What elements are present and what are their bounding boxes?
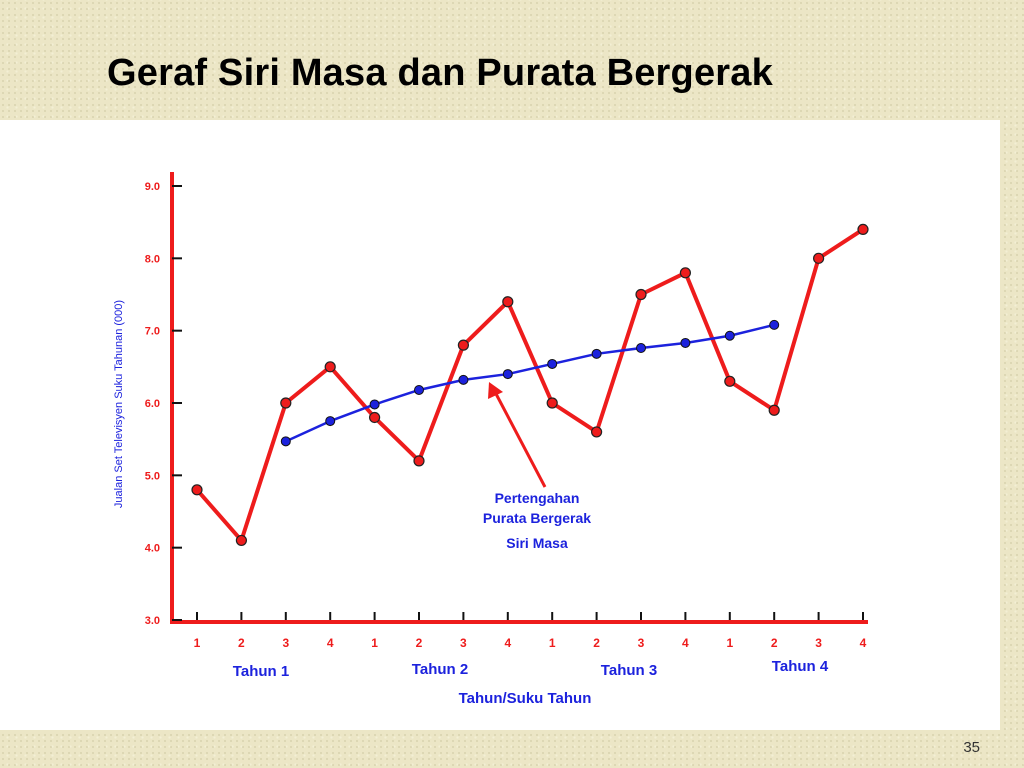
y-tick-label: 4.0 [145, 543, 160, 555]
page-number: 35 [963, 739, 980, 756]
time-series-point [235, 534, 247, 547]
moving-average-point [636, 343, 646, 354]
annotation-arrow-head [488, 382, 503, 399]
annotation-text: Siri Masa [506, 535, 568, 551]
moving-average-point [369, 399, 380, 410]
moving-average-point [591, 348, 602, 359]
annotation-text: Pertengahan [495, 490, 580, 506]
slide-title: Geraf Siri Masa dan Purata Bergerak [107, 52, 773, 94]
x-tick-label: 4 [327, 636, 334, 650]
x-tick-label: 4 [860, 636, 867, 650]
time-series-point [457, 339, 469, 351]
time-series-line [195, 227, 865, 543]
time-series-point [635, 288, 647, 301]
annotation-arrow-shaft [492, 389, 547, 488]
moving-average-point [325, 416, 336, 427]
y-tick-label: 5.0 [145, 470, 160, 482]
time-series-point [724, 375, 736, 387]
time-series-point [812, 252, 825, 264]
time-series-point [590, 426, 603, 438]
time-series-point [324, 361, 336, 373]
x-tick-label: 1 [371, 636, 378, 650]
time-series-point [679, 267, 692, 279]
y-tick-label: 7.0 [145, 326, 160, 338]
y-tick-label: 9.0 [145, 181, 160, 193]
x-tick-label: 2 [416, 636, 423, 650]
moving-average-point [680, 337, 691, 348]
time-series-point [502, 296, 514, 308]
time-series-point [768, 404, 780, 416]
x-tick-label: 4 [682, 636, 689, 650]
chart-panel: 3.0 4.0 5.0 6.0 7.0 8.0 9.0 Jualan Set Televisy… [0, 120, 1000, 730]
time-series-point [280, 397, 292, 409]
y-tick-label: 3.0 [145, 615, 160, 627]
x-axis-label: Tahun/Suku Tahun [459, 690, 592, 707]
x-tick-label: 1 [549, 636, 556, 650]
y-tick-label: 6.0 [145, 398, 160, 410]
time-series-point [857, 223, 869, 236]
time-series-chart: 3.0 4.0 5.0 6.0 7.0 8.0 9.0 Jualan Set Televisy… [113, 172, 869, 707]
x-tick-label: 2 [238, 636, 245, 650]
moving-average-point [458, 374, 469, 385]
year-label: Tahun 3 [601, 662, 657, 679]
x-tick-label: 2 [593, 636, 600, 650]
moving-average-point [547, 358, 558, 369]
time-series-point [546, 397, 558, 409]
x-tick-label: 2 [771, 636, 778, 650]
time-series-point [413, 455, 425, 467]
year-label: Tahun 2 [412, 661, 468, 678]
moving-average-point [502, 369, 513, 380]
x-tick-label: 3 [638, 636, 645, 650]
x-tick-label: 3 [815, 636, 822, 650]
moving-average-line [285, 323, 775, 443]
y-axis-label: Jualan Set Televisyen Suku Tahunan (000) [113, 300, 125, 508]
year-label: Tahun 4 [772, 658, 829, 675]
y-tick-label: 8.0 [145, 253, 160, 265]
x-tick-label: 1 [726, 636, 733, 650]
moving-average-point [280, 436, 291, 447]
x-tick-label: 1 [194, 636, 201, 650]
moving-average-point [414, 384, 424, 395]
annotation-text: Purata Bergerak [483, 510, 591, 526]
time-series-point [369, 411, 381, 424]
time-series-point [191, 484, 203, 496]
year-label: Tahun 1 [233, 663, 289, 680]
x-tick-label: 4 [504, 636, 511, 650]
x-tick-label: 3 [282, 636, 289, 650]
moving-average-point [724, 330, 735, 341]
moving-average-point [769, 319, 780, 330]
x-tick-label: 3 [460, 636, 467, 650]
